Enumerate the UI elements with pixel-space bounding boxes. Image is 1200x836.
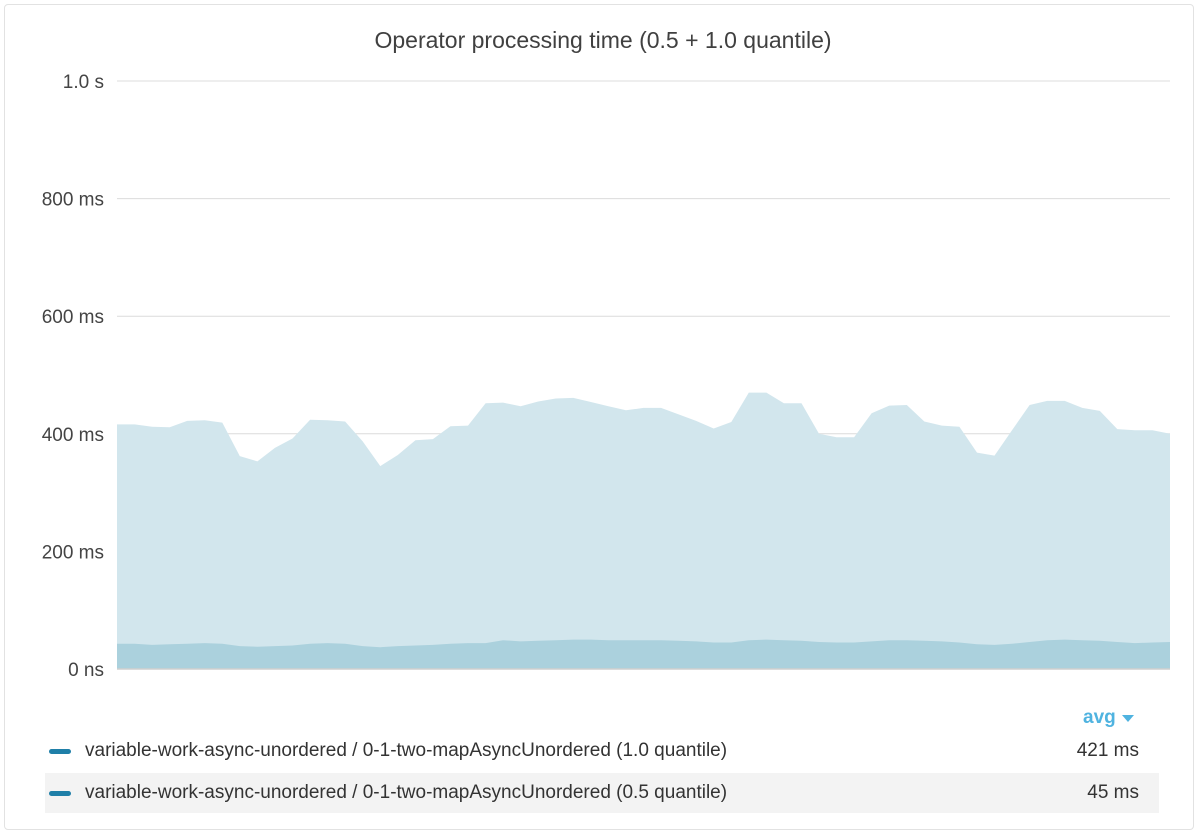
legend-series-name: variable-work-async-unordered / 0-1-two-…: [85, 740, 728, 761]
chart-title: Operator processing time (0.5 + 1.0 quan…: [374, 27, 832, 53]
y-tick-label: 200 ms: [42, 542, 104, 563]
y-tick-label: 400 ms: [42, 425, 104, 446]
y-tick-label: 600 ms: [42, 307, 104, 328]
chart-panel: Operator processing time (0.5 + 1.0 quan…: [4, 4, 1194, 830]
legend-series-avg: 45 ms: [1087, 782, 1139, 803]
area-series-0: [117, 392, 1170, 669]
caret-down-icon: [1121, 714, 1134, 722]
area-series-1: [117, 639, 1170, 669]
legend-item-series-1[interactable]: variable-work-async-unordered / 0-1-two-…: [45, 773, 1159, 813]
y-tick-label: 0 ns: [68, 660, 104, 681]
legend-sort-avg-button[interactable]: avg: [1083, 707, 1134, 729]
area-chart[interactable]: 0 ns 200 ms 400 ms 600 ms 800 ms 1.0 s: [5, 5, 1200, 705]
legend-swatch-icon: [49, 790, 71, 796]
legend-item-series-0[interactable]: variable-work-async-unordered / 0-1-two-…: [45, 731, 1159, 771]
y-tick-label: 800 ms: [42, 190, 104, 211]
legend-stat-label: avg: [1083, 707, 1116, 728]
legend-series-avg: 421 ms: [1076, 740, 1139, 761]
legend-swatch-icon: [49, 748, 71, 754]
y-tick-label: 1.0 s: [63, 72, 104, 93]
legend-series-name: variable-work-async-unordered / 0-1-two-…: [85, 782, 728, 803]
